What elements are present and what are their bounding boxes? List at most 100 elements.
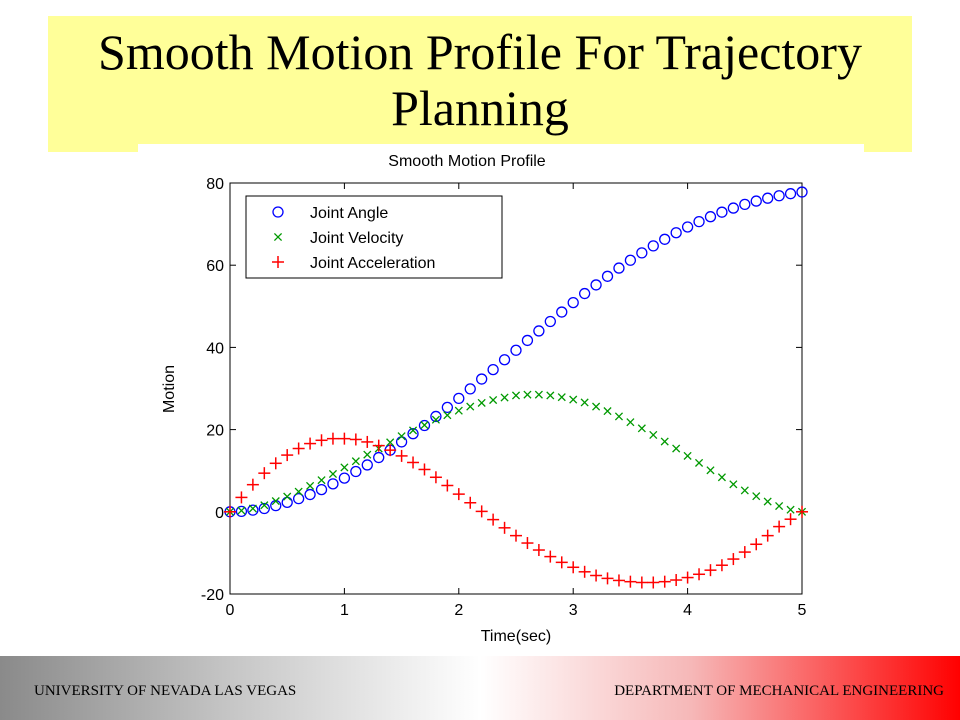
x-tick-label-4: 4 [683, 602, 692, 619]
footer-bar: UNIVERSITY OF NEVADA LAS VEGAS DEPARTMEN… [0, 656, 960, 720]
point-1-41 [694, 458, 704, 467]
point-0-13 [373, 451, 385, 464]
point-1-42 [706, 466, 715, 475]
point-0-16 [407, 428, 419, 440]
y-tick-label-5: 80 [206, 176, 224, 193]
point-2-16 [407, 456, 420, 469]
point-2-24 [498, 521, 511, 534]
point-2-2 [246, 478, 259, 491]
point-0-11 [350, 465, 362, 478]
point-1-24 [500, 393, 509, 402]
chart-title: Smooth Motion Profile [388, 153, 546, 170]
point-0-28 [544, 315, 556, 328]
point-2-7 [304, 437, 317, 450]
point-0-19 [441, 401, 454, 414]
point-2-30 [567, 561, 580, 574]
point-1-21 [466, 402, 475, 411]
point-1-36 [637, 424, 646, 433]
x-tick-label-5: 5 [798, 602, 807, 619]
point-0-49 [784, 188, 797, 200]
point-2-39 [670, 574, 683, 587]
point-2-22 [475, 505, 488, 518]
point-1-19 [443, 411, 452, 420]
point-2-1 [235, 491, 248, 504]
point-2-26 [521, 537, 534, 550]
point-2-0 [224, 505, 236, 518]
point-2-41 [693, 568, 706, 581]
point-1-17 [420, 421, 429, 430]
legend-marker-1 [273, 232, 283, 242]
y-axis: -20 0 20 40 60 80 [201, 176, 802, 604]
point-2-37 [647, 576, 660, 589]
point-1-27 [534, 390, 543, 399]
point-2-45 [738, 546, 751, 559]
point-2-48 [773, 520, 786, 533]
point-1-39 [672, 444, 681, 453]
point-0-47 [762, 192, 774, 204]
point-1-20 [454, 406, 463, 415]
point-0-32 [590, 279, 602, 291]
point-2-8 [315, 434, 328, 447]
point-1-6 [294, 487, 303, 496]
point-1-33 [603, 407, 612, 416]
point-0-37 [647, 240, 659, 252]
point-2-29 [555, 556, 568, 569]
point-1-2 [248, 504, 257, 513]
point-1-38 [660, 437, 669, 446]
point-2-47 [761, 529, 774, 542]
point-2-6 [292, 442, 305, 455]
point-1-8 [317, 476, 326, 485]
title-background [48, 16, 912, 152]
point-2-19 [441, 479, 454, 492]
point-2-33 [601, 572, 614, 585]
legend-label-2: Joint Acceleration [310, 255, 435, 272]
legend-marker-2 [272, 256, 284, 268]
point-0-24 [498, 354, 511, 366]
legend-label-1: Joint Velocity [310, 230, 403, 247]
point-2-21 [464, 496, 477, 509]
y-axis-label: Motion [161, 365, 178, 413]
point-1-34 [614, 412, 624, 421]
point-0-26 [521, 334, 534, 347]
point-0-50 [796, 186, 808, 198]
point-0-6 [292, 492, 305, 505]
footer-department: DEPARTMENT OF MECHANICAL ENGINEERING [614, 683, 944, 699]
point-2-12 [361, 435, 374, 448]
point-1-25 [511, 391, 521, 400]
point-0-18 [430, 410, 442, 423]
point-2-23 [487, 513, 500, 526]
point-2-43 [715, 559, 728, 572]
point-0-21 [464, 383, 476, 395]
point-1-26 [523, 390, 532, 399]
point-0-43 [716, 206, 728, 218]
point-1-5 [283, 492, 292, 501]
point-0-34 [613, 262, 625, 274]
x-tick-label-2: 2 [454, 602, 463, 619]
point-2-40 [681, 571, 694, 584]
point-0-44 [727, 202, 740, 214]
point-0-23 [487, 363, 499, 376]
point-1-22 [477, 398, 486, 407]
point-2-5 [281, 449, 294, 462]
legend-box [245, 195, 503, 279]
y-tick-label-4: 60 [206, 258, 224, 275]
slide-title: Smooth Motion Profile For Trajectory Pla… [98, 24, 862, 136]
point-0-8 [315, 483, 328, 496]
point-1-4 [271, 497, 280, 506]
point-2-13 [372, 439, 385, 452]
point-0-38 [659, 233, 671, 245]
point-0-22 [476, 373, 488, 385]
point-0-41 [693, 215, 705, 228]
point-1-37 [649, 430, 658, 440]
point-1-29 [557, 393, 566, 402]
point-1-46 [752, 492, 761, 501]
point-1-31 [580, 398, 589, 407]
point-1-7 [306, 481, 315, 490]
point-2-35 [624, 575, 637, 588]
point-1-12 [363, 450, 372, 459]
point-2-38 [658, 575, 671, 588]
point-0-27 [533, 325, 545, 337]
point-0-46 [750, 195, 762, 207]
